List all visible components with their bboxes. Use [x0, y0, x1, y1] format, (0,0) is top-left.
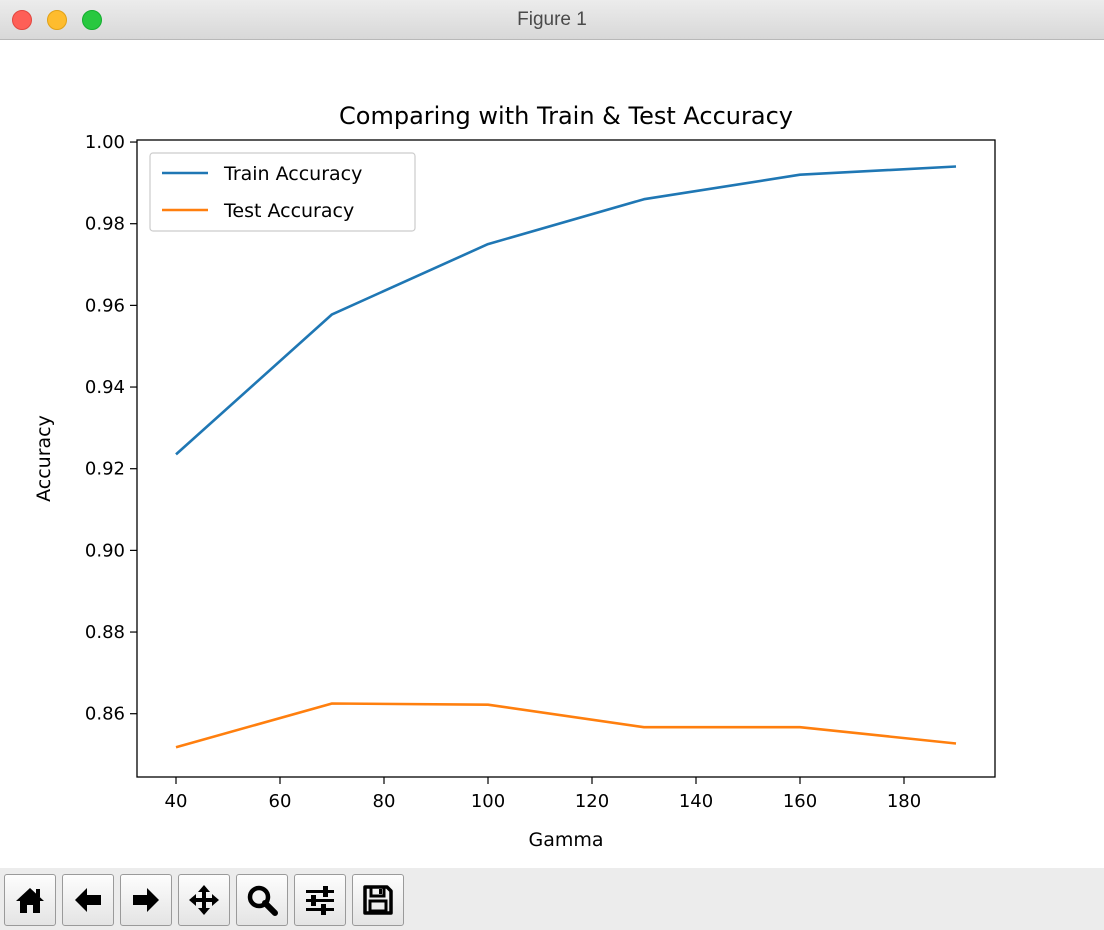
arrow-left-icon [75, 888, 101, 912]
pan-button[interactable] [178, 874, 230, 926]
home-icon [16, 888, 44, 913]
move-icon [189, 885, 219, 915]
x-tick-label: 180 [887, 791, 921, 812]
series-line-1 [175, 702, 957, 749]
sliders-icon [306, 886, 334, 915]
floppy-disk-icon [363, 885, 393, 915]
x-tick-label: 60 [269, 791, 292, 812]
y-tick-label: 1.00 [85, 132, 125, 153]
configure-subplots-button[interactable] [294, 874, 346, 926]
x-tick-label: 80 [373, 791, 396, 812]
magnifier-icon [247, 885, 278, 916]
legend-label-0: Train Accuracy [223, 163, 362, 185]
x-tick-label: 160 [783, 791, 817, 812]
series-line-0 [175, 165, 957, 456]
x-tick-label: 40 [165, 791, 188, 812]
save-button[interactable] [352, 874, 404, 926]
minimize-window-button[interactable] [47, 10, 67, 30]
zoom-button[interactable] [236, 874, 288, 926]
maximize-window-button[interactable] [82, 10, 102, 30]
x-tick-label: 120 [575, 791, 609, 812]
y-tick-label: 0.88 [85, 622, 125, 643]
figure-canvas[interactable]: 40 60 80 100 120 140 160 180 0.86 0.88 0.90 0.92 0.9… [0, 40, 1104, 868]
window-title: Figure 1 [517, 9, 587, 30]
y-axis-label: Accuracy [33, 415, 55, 502]
x-tick-label: 100 [471, 791, 505, 812]
arrow-right-icon [133, 888, 159, 912]
y-tick-label: 0.86 [85, 704, 125, 725]
y-tick-label: 0.90 [85, 540, 125, 561]
close-window-button[interactable] [12, 10, 32, 30]
y-tick-label: 0.98 [85, 214, 125, 235]
chart-title: Comparing with Train & Test Accuracy [339, 102, 793, 130]
legend-box [149, 152, 416, 232]
x-tick-label: 140 [679, 791, 713, 812]
forward-button[interactable] [120, 874, 172, 926]
window-titlebar: Figure 1 [0, 0, 1104, 40]
back-button[interactable] [62, 874, 114, 926]
navigation-toolbar [0, 868, 1104, 930]
line-chart: 40 60 80 100 120 140 160 180 0.86 0.88 0.90 0.92 0.9… [33, 102, 996, 851]
y-tick-label: 0.94 [85, 377, 125, 398]
x-axis-label: Gamma [528, 829, 603, 851]
legend-label-1: Test Accuracy [223, 200, 354, 222]
home-button[interactable] [4, 874, 56, 926]
plot-frame [136, 139, 996, 778]
y-tick-label: 0.96 [85, 295, 125, 316]
y-tick-label: 0.92 [85, 459, 125, 480]
